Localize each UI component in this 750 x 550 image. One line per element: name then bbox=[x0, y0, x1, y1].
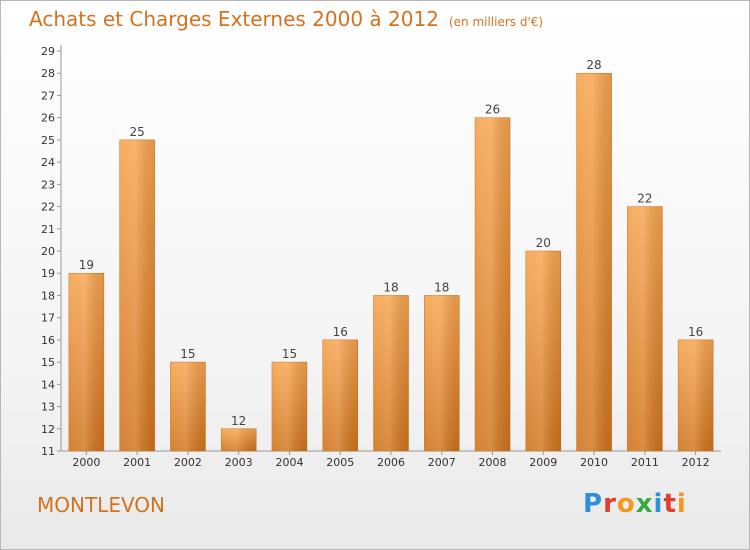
y-tick-label: 12 bbox=[41, 423, 55, 436]
y-tick-label: 14 bbox=[41, 378, 55, 391]
x-tick-label: 2010 bbox=[580, 456, 608, 469]
x-tick-label: 2004 bbox=[275, 456, 303, 469]
x-tick-label: 2005 bbox=[326, 456, 354, 469]
chart-unit: (en milliers d'€) bbox=[448, 15, 544, 29]
y-tick-label: 25 bbox=[41, 134, 55, 147]
y-tick-label: 21 bbox=[41, 223, 55, 236]
bar-value-label: 22 bbox=[637, 192, 652, 206]
bar-sheen bbox=[68, 273, 104, 451]
proxiti-logo: Proxiti bbox=[583, 489, 687, 519]
bar-sheen bbox=[576, 73, 612, 451]
bar-value-label: 15 bbox=[282, 347, 297, 361]
bar-value-label: 20 bbox=[536, 236, 551, 250]
commune-name: MONTLEVON bbox=[37, 493, 165, 517]
x-tick-label: 2001 bbox=[123, 456, 151, 469]
bar-sheen bbox=[119, 139, 155, 451]
y-tick-label: 20 bbox=[41, 245, 55, 258]
y-tick-label: 18 bbox=[41, 289, 55, 302]
x-tick-label: 2011 bbox=[631, 456, 659, 469]
bar-sheen bbox=[627, 206, 663, 451]
bar-sheen bbox=[424, 295, 460, 451]
y-tick-label: 22 bbox=[41, 201, 55, 214]
x-tick-label: 2000 bbox=[72, 456, 100, 469]
y-tick-label: 28 bbox=[41, 67, 55, 80]
x-tick-label: 2003 bbox=[225, 456, 253, 469]
x-tick-label: 2007 bbox=[428, 456, 456, 469]
bar-sheen bbox=[373, 295, 409, 451]
bar-sheen bbox=[271, 362, 307, 451]
x-tick-label: 2006 bbox=[377, 456, 405, 469]
y-tick-label: 24 bbox=[41, 156, 55, 169]
x-tick-label: 2009 bbox=[529, 456, 557, 469]
x-tick-label: 2002 bbox=[174, 456, 202, 469]
chart-title-text: Achats et Charges Externes 2000 à 2012 bbox=[29, 7, 439, 31]
x-tick-label: 2008 bbox=[479, 456, 507, 469]
bar-value-label: 18 bbox=[383, 280, 398, 294]
bar-sheen bbox=[525, 251, 561, 451]
bar-sheen bbox=[170, 362, 206, 451]
y-tick-label: 26 bbox=[41, 112, 55, 125]
bar-value-label: 16 bbox=[333, 325, 348, 339]
bar-value-label: 12 bbox=[231, 414, 246, 428]
bar-value-label: 25 bbox=[130, 125, 145, 139]
bar-value-label: 19 bbox=[79, 258, 94, 272]
y-tick-label: 23 bbox=[41, 178, 55, 191]
bar-value-label: 28 bbox=[586, 58, 601, 72]
y-tick-label: 19 bbox=[41, 267, 55, 280]
bar-value-label: 16 bbox=[688, 325, 703, 339]
bar-sheen bbox=[475, 117, 511, 452]
chart-title: Achats et Charges Externes 2000 à 2012 (e… bbox=[29, 7, 543, 31]
y-tick-label: 17 bbox=[41, 312, 55, 325]
y-tick-label: 29 bbox=[41, 45, 55, 58]
bar-sheen bbox=[221, 428, 257, 451]
bar-sheen bbox=[678, 339, 714, 451]
y-tick-label: 11 bbox=[41, 445, 55, 458]
y-tick-label: 13 bbox=[41, 401, 55, 414]
bar-value-label: 26 bbox=[485, 103, 500, 117]
y-tick-label: 16 bbox=[41, 334, 55, 347]
bar-value-label: 18 bbox=[434, 280, 449, 294]
x-tick-label: 2012 bbox=[682, 456, 710, 469]
bar-sheen bbox=[322, 339, 358, 451]
y-tick-label: 27 bbox=[41, 89, 55, 102]
bar-value-label: 15 bbox=[180, 347, 195, 361]
y-tick-label: 15 bbox=[41, 356, 55, 369]
